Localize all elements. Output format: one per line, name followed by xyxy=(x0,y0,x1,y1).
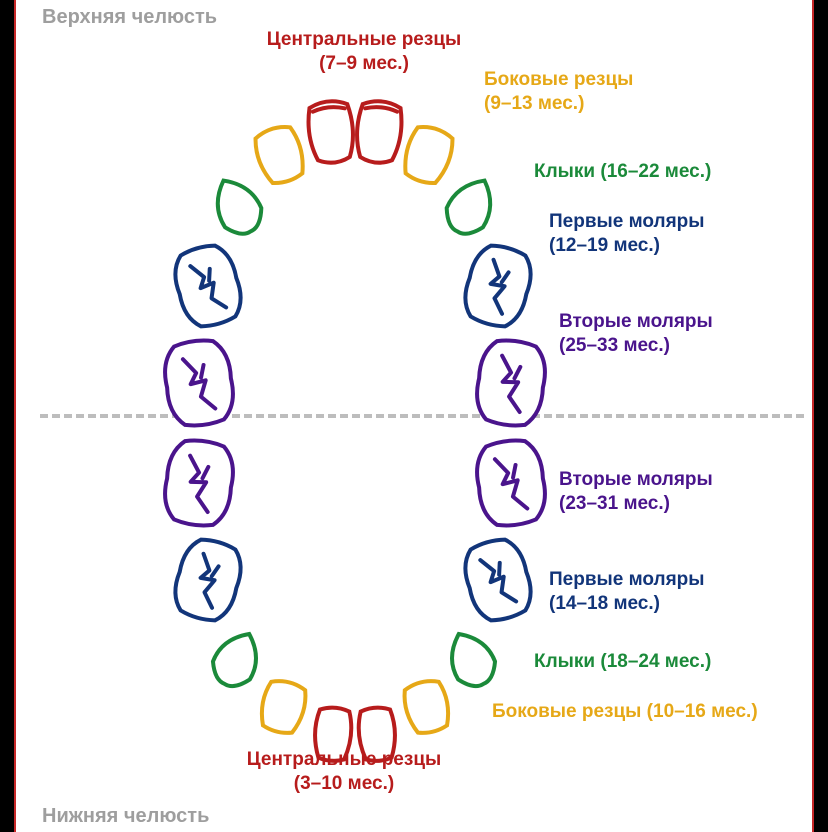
label-lower-lateral: Боковые резцы (10–16 мес.) xyxy=(492,700,758,724)
tooth-l-lateral-l xyxy=(257,677,309,736)
tooth-l-first-molar-r xyxy=(459,534,538,626)
tooth-u-central-l xyxy=(306,99,356,165)
label-lower-canine: Клыки (18–24 мес.) xyxy=(534,650,711,674)
tooth-u-first-molar-l xyxy=(169,240,248,332)
tooth-u-lateral-l xyxy=(251,122,309,187)
tooth-l-second-molar-l xyxy=(161,437,237,530)
label-upper-central: Центральные резцы(7–9 мес.) xyxy=(264,28,464,76)
tooth-u-first-molar-r xyxy=(459,240,538,332)
label-upper-first_molar-name: Первые моляры xyxy=(549,210,705,234)
tooth-u-lateral-r xyxy=(399,122,457,187)
label-upper-second_molar-months: (25–33 мес.) xyxy=(559,334,713,358)
label-upper-central-months: (7–9 мес.) xyxy=(264,52,464,76)
label-lower-second_molar: Вторые моляры(23–31 мес.) xyxy=(559,468,713,516)
label-upper-first_molar: Первые моляры(12–19 мес.) xyxy=(549,210,705,258)
tooth-u-canine-r xyxy=(439,171,503,241)
tooth-l-canine-l xyxy=(206,625,268,693)
label-lower-second_molar-name: Вторые моляры xyxy=(559,468,713,492)
tooth-l-second-molar-r xyxy=(473,437,549,530)
label-lower-central: Центральные резцы(3–10 мес.) xyxy=(244,748,444,796)
tooth-u-central-r xyxy=(354,99,404,165)
label-upper-lateral-months: (9–13 мес.) xyxy=(484,92,633,116)
label-upper-first_molar-months: (12–19 мес.) xyxy=(549,234,705,258)
label-lower-first_molar-months: (14–18 мес.) xyxy=(549,592,705,616)
label-upper-lateral-name: Боковые резцы xyxy=(484,68,633,92)
label-lower-central-months: (3–10 мес.) xyxy=(244,772,444,796)
tooth-u-second-molar-l xyxy=(161,337,237,430)
label-lower-first_molar: Первые моляры(14–18 мес.) xyxy=(549,568,705,616)
label-upper-central-name: Центральные резцы xyxy=(264,28,464,52)
label-lower-lateral-name: Боковые резцы (10–16 мес.) xyxy=(492,700,758,724)
tooth-u-second-molar-r xyxy=(473,337,549,430)
tooth-l-lateral-r xyxy=(401,677,453,736)
label-lower-canine-name: Клыки (18–24 мес.) xyxy=(534,650,711,674)
label-upper-second_molar: Вторые моляры(25–33 мес.) xyxy=(559,310,713,358)
label-upper-lateral: Боковые резцы(9–13 мес.) xyxy=(484,68,633,116)
tooth-l-canine-r xyxy=(440,625,502,693)
label-upper-canine: Клыки (16–22 мес.) xyxy=(534,160,711,184)
label-lower-first_molar-name: Первые моляры xyxy=(549,568,705,592)
label-lower-central-name: Центральные резцы xyxy=(244,748,444,772)
label-upper-canine-name: Клыки (16–22 мес.) xyxy=(534,160,711,184)
label-upper-second_molar-name: Вторые моляры xyxy=(559,310,713,334)
diagram-frame: Верхняя челюсть Нижняя челюсть Центральн… xyxy=(14,0,814,832)
label-lower-second_molar-months: (23–31 мес.) xyxy=(559,492,713,516)
tooth-u-canine-l xyxy=(205,171,269,241)
tooth-l-first-molar-l xyxy=(169,534,248,626)
